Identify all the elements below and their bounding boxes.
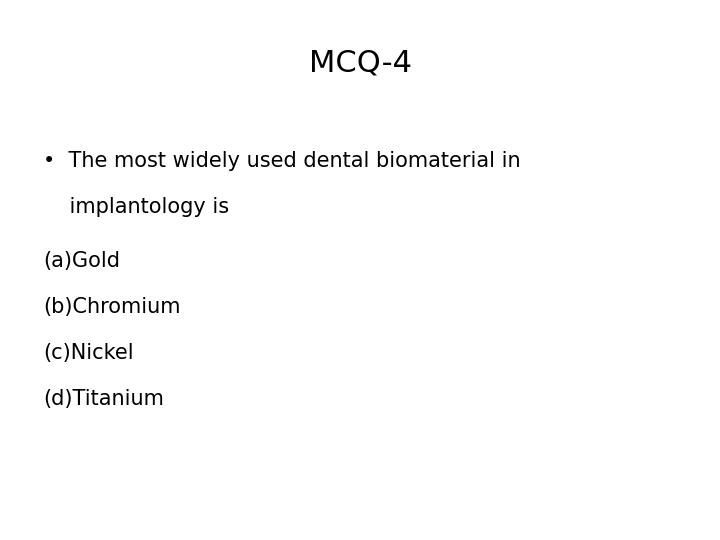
Text: implantology is: implantology is [43,197,230,217]
Text: •  The most widely used dental biomaterial in: • The most widely used dental biomateria… [43,151,521,171]
Text: (a)Gold: (a)Gold [43,251,120,271]
Text: (d)Titanium: (d)Titanium [43,389,164,409]
Text: MCQ-4: MCQ-4 [308,49,412,78]
Text: (b)Chromium: (b)Chromium [43,297,181,317]
Text: (c)Nickel: (c)Nickel [43,343,134,363]
